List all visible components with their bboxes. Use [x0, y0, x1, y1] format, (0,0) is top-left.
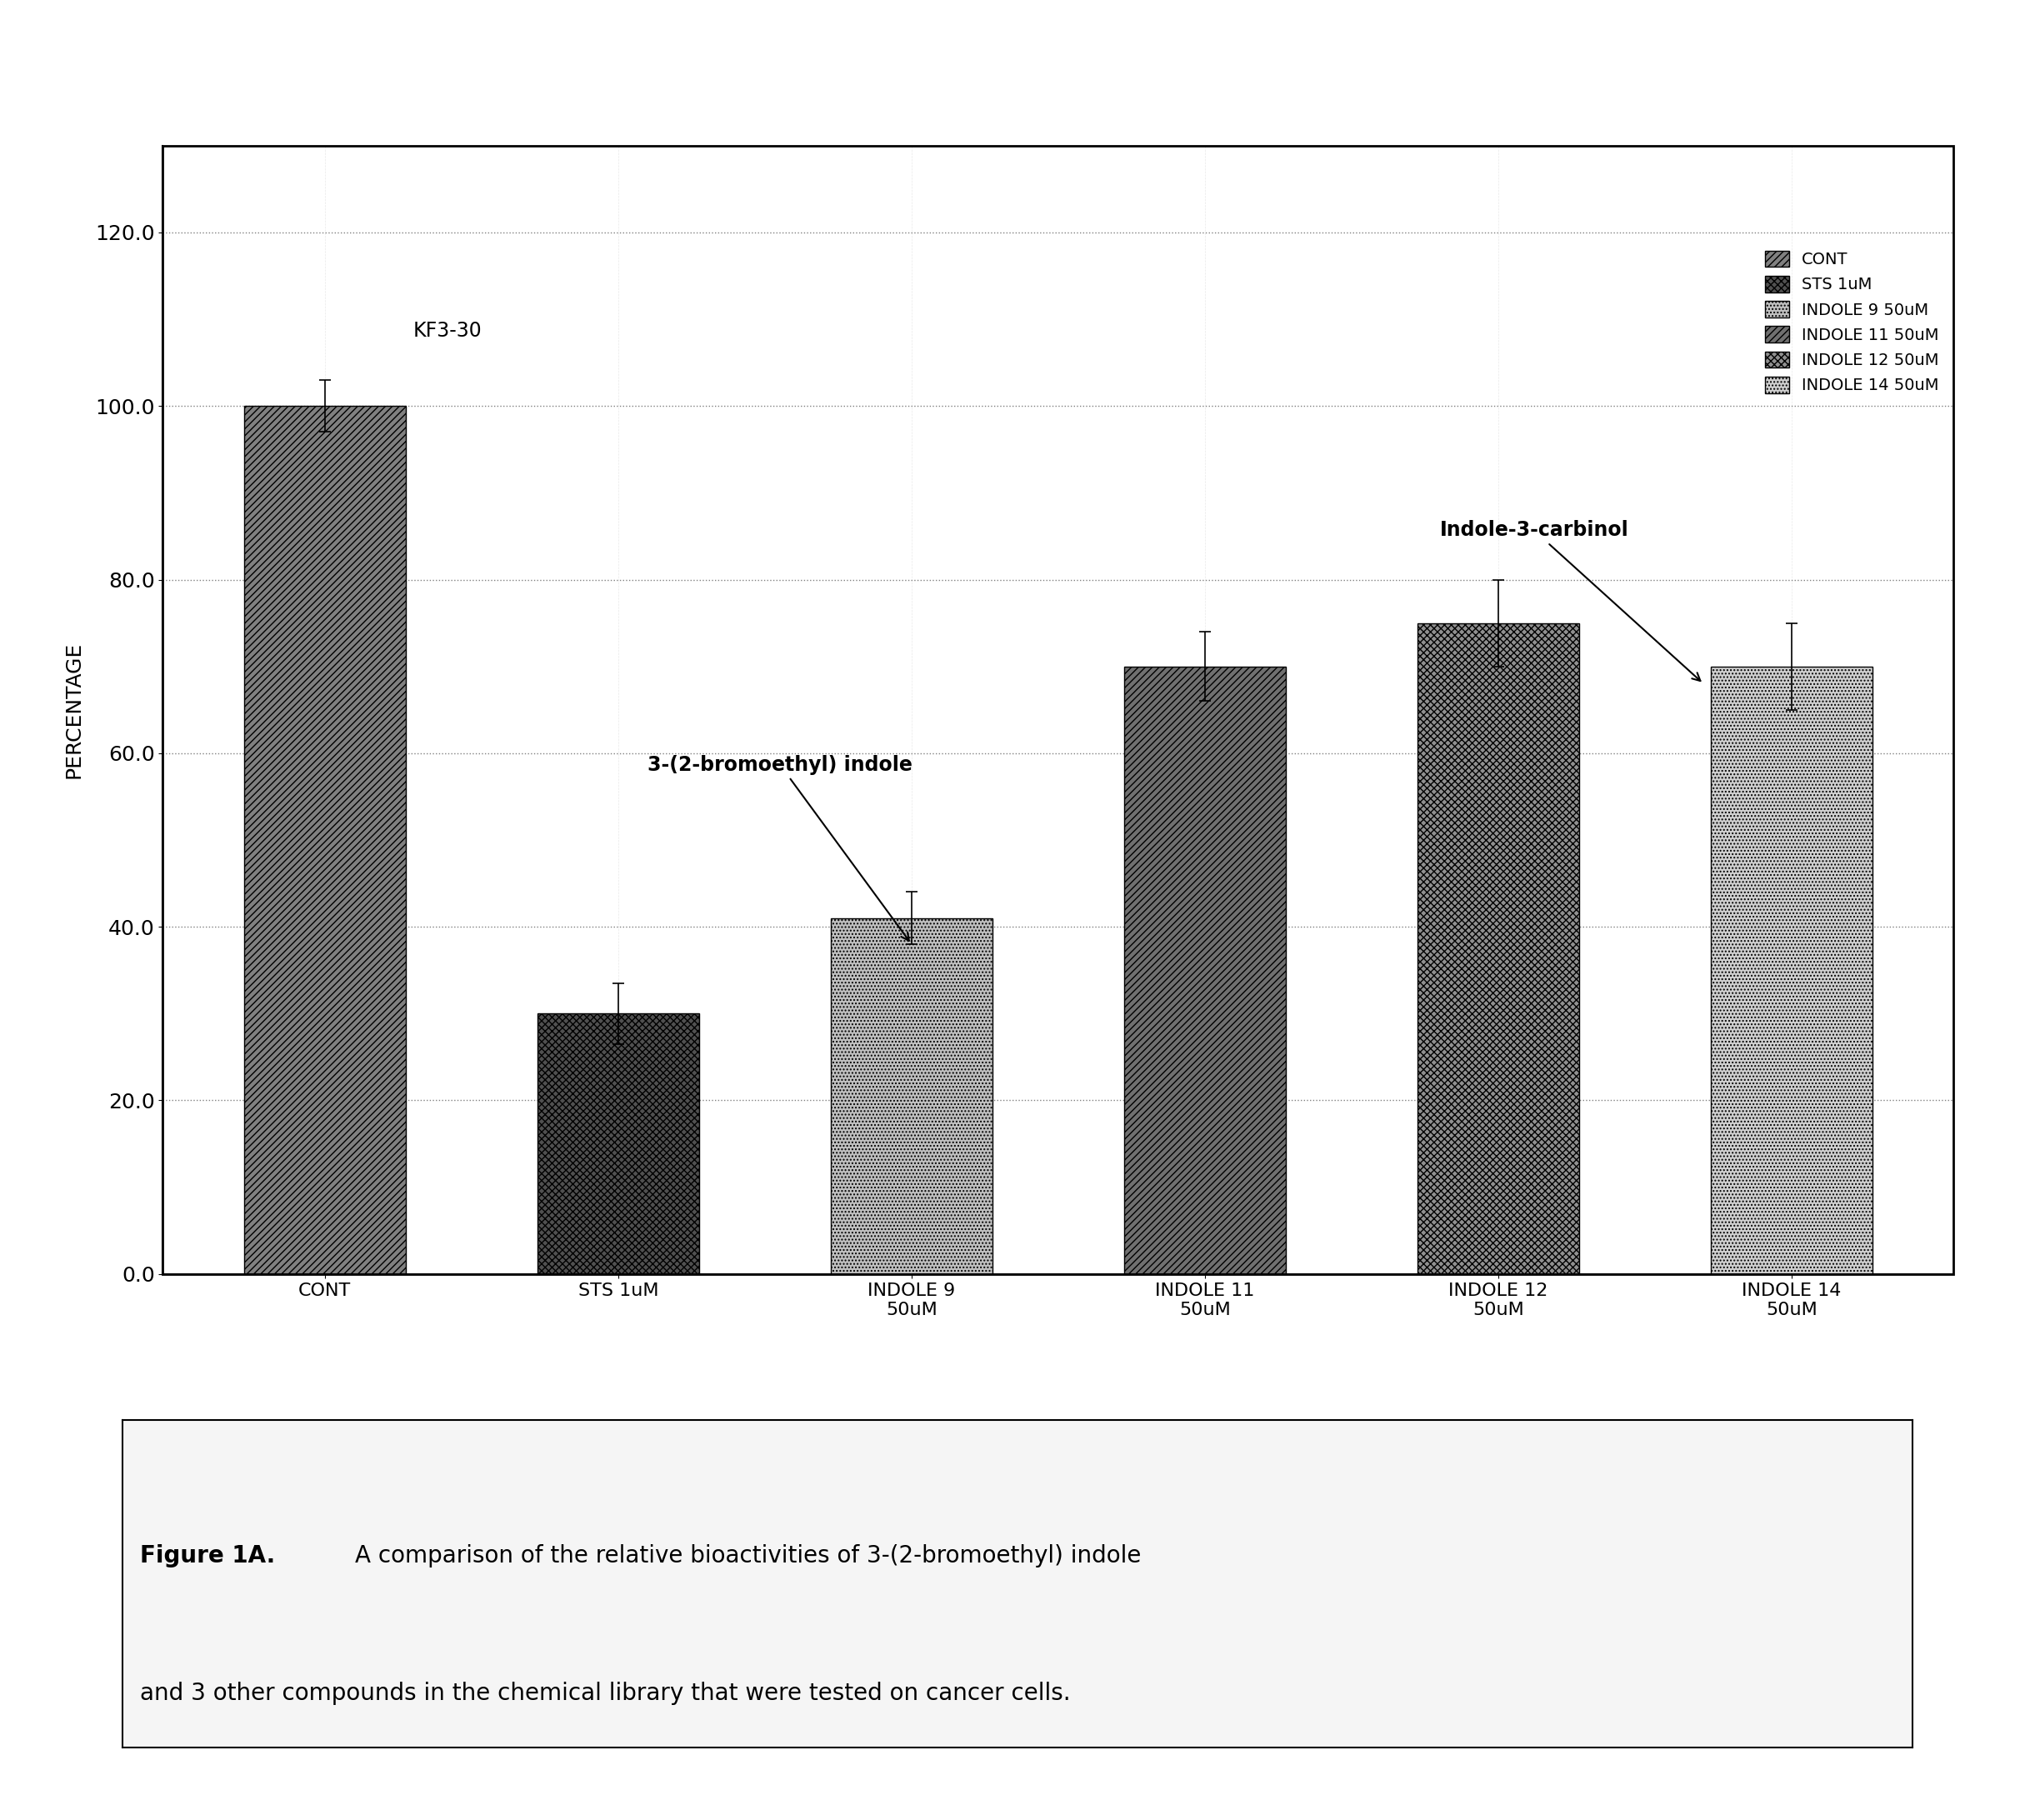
Text: and 3 other compounds in the chemical library that were tested on cancer cells.: and 3 other compounds in the chemical li…	[140, 1682, 1070, 1705]
Bar	[244, 406, 405, 1274]
Bar	[163, 146, 1954, 1274]
Bar	[1711, 666, 1872, 1274]
Bar	[1123, 666, 1286, 1274]
Text: Figure 1A.: Figure 1A.	[140, 1543, 275, 1567]
Bar	[1418, 622, 1579, 1274]
Bar	[830, 917, 993, 1274]
Bar	[537, 1014, 698, 1274]
Text: A comparison of the relative bioactivities of 3-(2-bromoethyl) indole: A comparison of the relative bioactiviti…	[354, 1543, 1142, 1567]
Y-axis label: PERCENTAGE: PERCENTAGE	[63, 641, 83, 779]
Text: 3-(2-bromoethyl) indole: 3-(2-bromoethyl) indole	[647, 755, 912, 941]
Text: KF3-30: KF3-30	[413, 320, 482, 340]
Text: Indole-3-carbinol: Indole-3-carbinol	[1439, 521, 1701, 681]
Legend: CONT, STS 1uM, INDOLE 9 50uM, INDOLE 11 50uM, INDOLE 12 50uM, INDOLE 14 50uM: CONT, STS 1uM, INDOLE 9 50uM, INDOLE 11 …	[1758, 244, 1945, 400]
